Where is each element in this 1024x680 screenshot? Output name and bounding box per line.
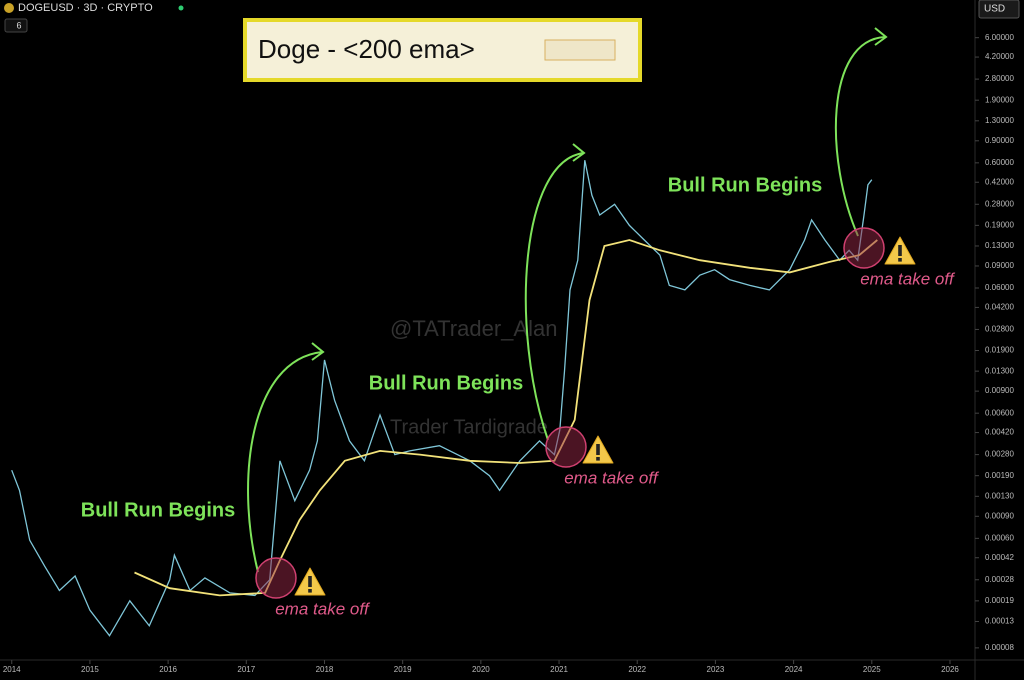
y-tick-label: 0.01900 (985, 346, 1014, 355)
highlight-circle (545, 426, 587, 468)
arrow (834, 36, 886, 237)
x-tick-label: 2024 (785, 665, 803, 674)
x-tick-label: 2017 (237, 665, 255, 674)
y-tick-label: 0.13000 (985, 241, 1014, 250)
y-tick-label: 2.80000 (985, 74, 1014, 83)
x-tick-label: 2015 (81, 665, 99, 674)
y-tick-label: 0.00190 (985, 471, 1014, 480)
y-tick-label: 0.09000 (985, 261, 1014, 270)
arrow (524, 152, 585, 441)
y-tick-label: 0.60000 (985, 158, 1014, 167)
y-tick-label: 0.00013 (985, 617, 1014, 626)
x-tick-label: 2026 (941, 665, 959, 674)
x-tick-label: 2020 (472, 665, 490, 674)
warning-mark (308, 589, 312, 593)
y-tick-label: 4.20000 (985, 52, 1014, 61)
y-tick-label: 0.00420 (985, 428, 1014, 437)
annotation: Bull Run Begins (81, 499, 235, 521)
arrows (247, 27, 888, 573)
arrow-head (311, 342, 325, 361)
y-tick-label: 0.00028 (985, 575, 1014, 584)
y-tick-label: 0.00019 (985, 596, 1014, 605)
warning-mark (596, 457, 600, 461)
y-tick-label: 0.04200 (985, 303, 1014, 312)
annotation: Bull Run Begins (668, 174, 822, 196)
y-tick-label: 0.00042 (985, 553, 1014, 562)
arrow-head (874, 27, 888, 46)
y-tick-label: 0.00280 (985, 450, 1014, 459)
y-tick-label: 0.00130 (985, 491, 1014, 500)
highlight-circle (255, 557, 297, 599)
y-tick-label: 0.28000 (985, 199, 1014, 208)
warning-mark (308, 576, 312, 587)
x-tick-label: 2016 (159, 665, 177, 674)
x-tick-label: 2018 (316, 665, 334, 674)
warning-mark (898, 258, 902, 262)
x-tick-label: 2014 (3, 665, 21, 674)
y-tick-label: 0.90000 (985, 136, 1014, 145)
warning-mark (596, 444, 600, 455)
watermark: @TATrader_Alan (390, 316, 557, 341)
y-tick-label: 6.00000 (985, 33, 1014, 42)
highlight-circle (843, 227, 885, 269)
annotation: Bull Run Begins (369, 372, 523, 394)
annotation: ema take off (564, 468, 660, 487)
overlay: Bull Run Begins Bull Run Begins Bull Run B… (81, 174, 956, 618)
annotation: ema take off (275, 599, 371, 618)
y-tick-label: 0.00060 (985, 533, 1014, 542)
annotation: ema take off (860, 269, 956, 288)
coin-icon (4, 3, 14, 13)
y-tick-label: 0.00090 (985, 511, 1014, 520)
y-tick-label: 0.02800 (985, 325, 1014, 334)
warning-mark (898, 245, 902, 256)
symbol-header: DOGEUSD · 3D · CRYPTO (18, 2, 153, 14)
arrow (247, 351, 323, 573)
y-tick-label: 0.42000 (985, 177, 1014, 186)
y-tick-label: 0.19000 (985, 220, 1014, 229)
currency-label[interactable]: USD (984, 4, 1005, 15)
currency-button[interactable] (978, 0, 1020, 19)
arrow-head (572, 143, 586, 162)
y-tick-label: 0.06000 (985, 283, 1014, 292)
x-tick-label: 2021 (550, 665, 568, 674)
y-tick-label: 0.00600 (985, 408, 1014, 417)
chart-title: Doge - <200 ema> (258, 34, 475, 64)
watermark: Trader Tardigrade (390, 416, 548, 438)
interval-badge: 6 (16, 20, 21, 30)
logo (544, 39, 616, 61)
y-tick-label: 1.30000 (985, 116, 1014, 125)
y-tick-label: 1.90000 (985, 95, 1014, 104)
y-tick-label: 0.00900 (985, 386, 1014, 395)
price-line (11, 160, 873, 637)
y-tick-label: 0.01300 (985, 366, 1014, 375)
x-tick-label: 2023 (707, 665, 725, 674)
status-dot (178, 5, 184, 11)
badge (4, 18, 28, 33)
x-tick-label: 2025 (863, 665, 881, 674)
y-tick-label: 0.00008 (985, 643, 1014, 652)
x-tick-label: 2019 (394, 665, 412, 674)
x-tick-label: 2022 (628, 665, 646, 674)
